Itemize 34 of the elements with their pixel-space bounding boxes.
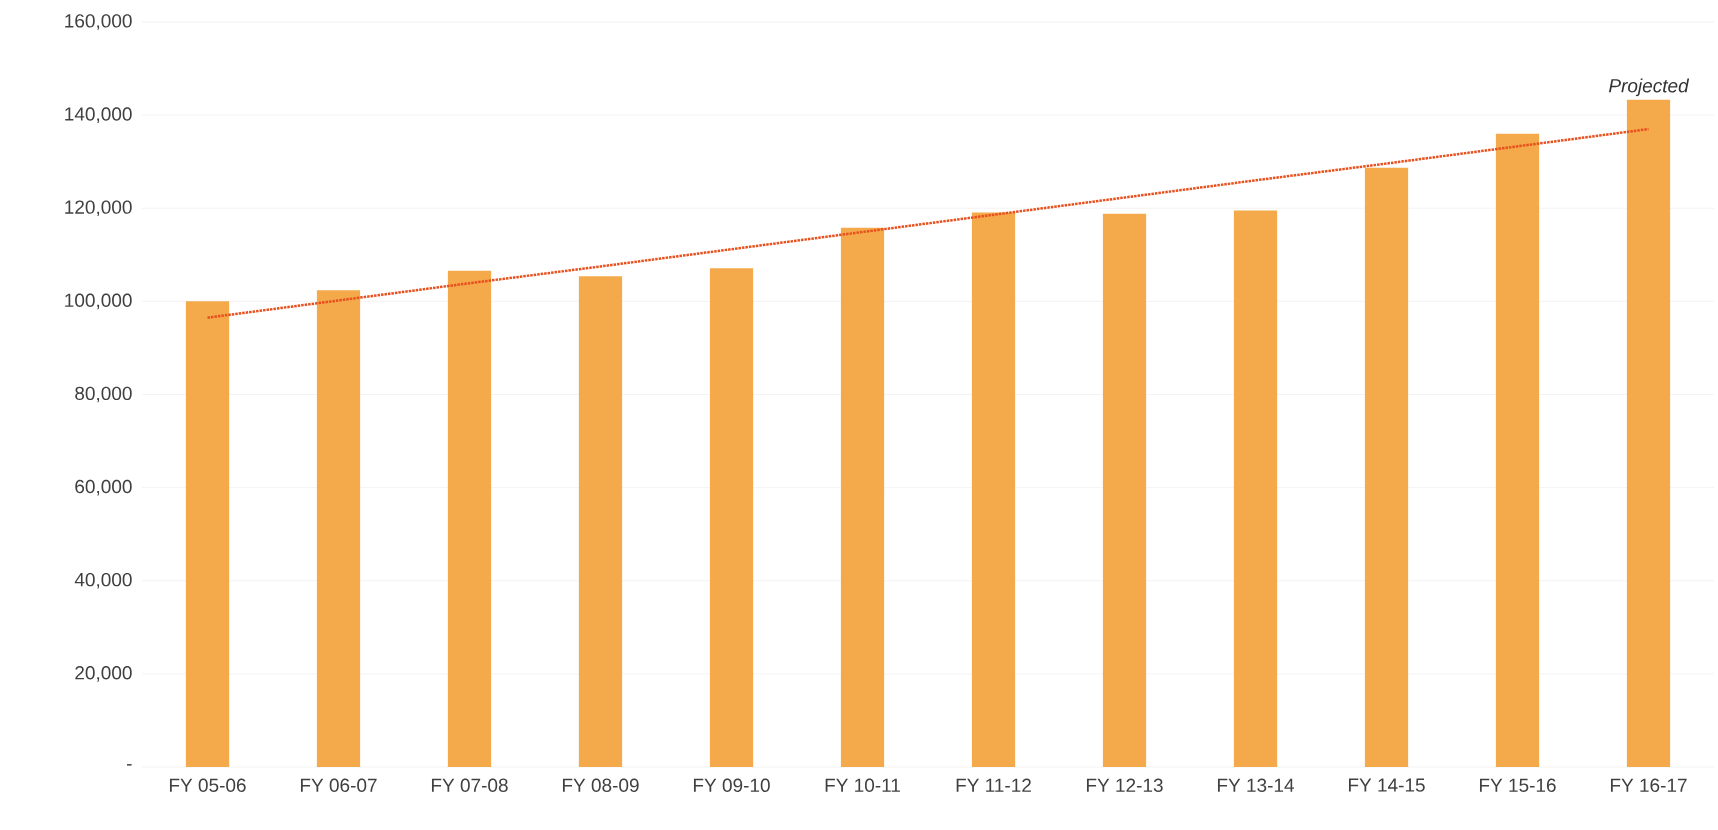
y-tick-label: 120,000 bbox=[65, 200, 132, 217]
bar bbox=[709, 268, 754, 767]
x-tick-label: FY 13-14 bbox=[1217, 778, 1295, 792]
bar bbox=[447, 270, 492, 767]
x-tick-label: FY 16-17 bbox=[1610, 778, 1687, 792]
x-tick-label: FY 12-13 bbox=[1086, 778, 1163, 792]
y-tick-label: 80,000 bbox=[75, 386, 132, 403]
bar bbox=[1233, 210, 1278, 767]
bar bbox=[578, 276, 623, 767]
x-tick-label: FY 09-10 bbox=[693, 778, 770, 792]
x-tick-label: FY 14-15 bbox=[1348, 778, 1425, 792]
y-tick-label: 100,000 bbox=[65, 293, 132, 310]
y-tick-label: 20,000 bbox=[75, 666, 132, 682]
x-tick-label: FY 11-12 bbox=[956, 778, 1031, 792]
bar bbox=[971, 212, 1016, 767]
x-tick-label: FY 06-07 bbox=[300, 778, 377, 792]
x-tick-label: FY 07-08 bbox=[431, 778, 508, 792]
x-tick-label: FY 15-16 bbox=[1479, 778, 1556, 792]
bar bbox=[1364, 167, 1409, 767]
x-tick-label: FY 05-06 bbox=[169, 778, 246, 792]
y-tick-label: 160,000 bbox=[65, 14, 132, 30]
x-tick-label: FY 08-09 bbox=[562, 778, 639, 792]
bar bbox=[1626, 99, 1671, 767]
y-tick-label: 60,000 bbox=[75, 479, 132, 496]
bar bbox=[316, 290, 361, 767]
bar bbox=[1102, 213, 1147, 767]
annotation: Projected bbox=[1608, 78, 1690, 97]
y-tick-label: 140,000 bbox=[65, 107, 132, 123]
bar bbox=[185, 301, 230, 767]
bar bbox=[1495, 133, 1540, 767]
y-tick-label: 40,000 bbox=[74, 572, 132, 589]
bar bbox=[840, 227, 885, 767]
x-tick-label: FY 10-11 bbox=[825, 778, 900, 792]
y-tick-label: - bbox=[126, 764, 132, 766]
